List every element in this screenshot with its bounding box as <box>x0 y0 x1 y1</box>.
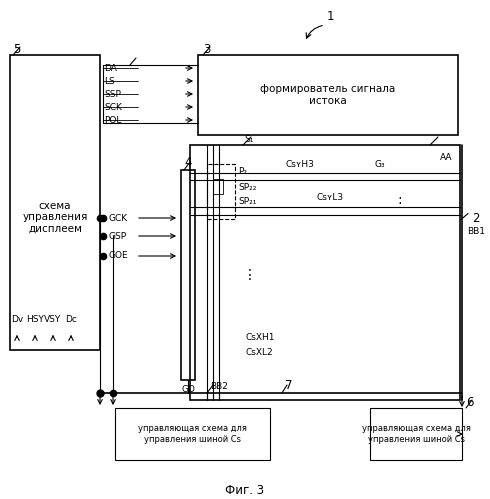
Text: Dc: Dc <box>65 315 77 324</box>
Text: BB1: BB1 <box>467 227 485 236</box>
Text: 6: 6 <box>466 396 473 409</box>
Bar <box>10 55 100 350</box>
Text: управляющая схема для
управления шиной Cs: управляющая схема для управления шиной C… <box>138 424 247 444</box>
Text: управляющая схема для
управления шиной Cs: управляющая схема для управления шиной C… <box>362 424 470 444</box>
Text: ⋮: ⋮ <box>243 268 257 282</box>
Bar <box>115 408 270 460</box>
Text: SSP: SSP <box>104 89 121 98</box>
Text: :: : <box>398 193 402 207</box>
Text: POL: POL <box>104 115 122 124</box>
Text: Фиг. 3: Фиг. 3 <box>225 484 265 497</box>
Text: BB2: BB2 <box>210 382 228 391</box>
Bar <box>198 55 458 135</box>
Bar <box>207 164 235 219</box>
Text: CsΧH1: CsΧH1 <box>245 333 274 342</box>
Text: P₂: P₂ <box>238 167 247 176</box>
Text: SCK: SCK <box>104 102 122 111</box>
Text: 2: 2 <box>472 212 480 225</box>
Text: GD: GD <box>181 385 195 394</box>
Text: SP₂₁: SP₂₁ <box>238 197 256 206</box>
Text: GCK: GCK <box>108 214 127 223</box>
Bar <box>213 179 223 194</box>
Bar <box>190 145 460 400</box>
Text: VSY: VSY <box>45 315 62 324</box>
Bar <box>370 408 462 460</box>
Text: G₃: G₃ <box>375 160 385 169</box>
Bar <box>181 170 195 380</box>
Text: формирователь сигнала
истока: формирователь сигнала истока <box>260 84 395 106</box>
Text: S₁: S₁ <box>245 135 254 144</box>
Text: 3: 3 <box>203 43 210 56</box>
Text: CsΧL2: CsΧL2 <box>245 348 272 357</box>
Text: 5: 5 <box>13 43 21 56</box>
Text: AA: AA <box>440 153 452 162</box>
Text: LS: LS <box>104 76 115 85</box>
Text: GSP: GSP <box>108 232 126 241</box>
Text: 1: 1 <box>326 10 334 23</box>
Text: GOE: GOE <box>108 251 127 260</box>
Text: CsʏL3: CsʏL3 <box>317 193 343 202</box>
Text: 4: 4 <box>184 156 192 169</box>
Text: схема
управления
дисплеем: схема управления дисплеем <box>23 201 88 234</box>
Text: DA: DA <box>104 63 117 72</box>
Text: Dv: Dv <box>11 315 23 324</box>
Text: CsʏH3: CsʏH3 <box>286 160 315 169</box>
Text: 7: 7 <box>285 379 293 392</box>
Text: SP₂₂: SP₂₂ <box>238 183 256 192</box>
Text: HSY: HSY <box>26 315 44 324</box>
